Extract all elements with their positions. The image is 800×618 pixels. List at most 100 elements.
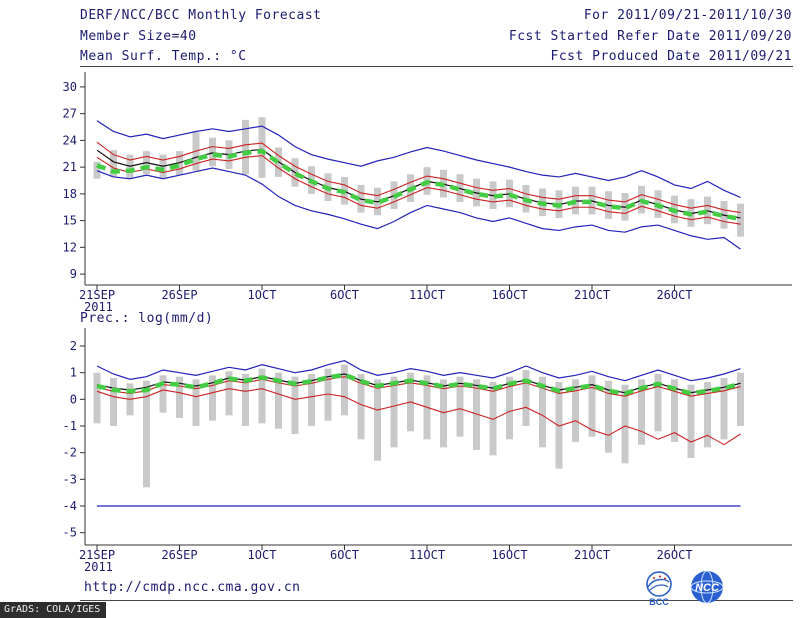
ensemble-spread-bar — [588, 375, 596, 437]
ensemble-spread-bar — [291, 376, 299, 434]
prec-panel-title: Prec.: log(mm/d) — [80, 311, 218, 326]
y-tick-label: 0 — [70, 392, 77, 406]
series-ensemble-min — [96, 167, 741, 250]
y-tick-label: -4 — [63, 499, 77, 513]
series-upper-quartile — [96, 141, 741, 214]
ensemble-spread-bar — [308, 374, 315, 426]
temp-panel-title: Mean Surf. Temp.: °C — [80, 49, 247, 64]
ensemble-spread-bar — [638, 379, 645, 445]
y-tick-label: 18 — [63, 187, 77, 201]
source-url[interactable]: http://cmdp.ncc.cma.gov.cn — [84, 580, 301, 595]
ensemble-spread-bar — [522, 370, 530, 426]
ensemble-spread-bar — [357, 374, 365, 440]
x-tick-label: 6OCT — [330, 548, 359, 562]
bcc-logo-swirl2 — [649, 584, 669, 591]
ncc-logo-globe — [691, 571, 723, 603]
ensemble-spread-bar — [324, 368, 332, 421]
ensemble-spread-bar — [242, 374, 249, 426]
ensemble-spread-bar — [737, 372, 744, 426]
ensemble-spread-bar — [143, 380, 150, 488]
ensemble-spread-bar — [473, 379, 480, 450]
bcc-logo-star — [659, 575, 661, 578]
ensemble-spread-bar — [225, 371, 233, 416]
ensemble-spread-bar — [621, 384, 629, 464]
y-tick-label: 24 — [63, 133, 77, 147]
ncc-logo-latitude — [690, 580, 724, 594]
y-tick-label: 21 — [63, 160, 77, 174]
ensemble-spread-bar — [605, 380, 612, 453]
ensemble-spread-bar — [572, 379, 579, 442]
ensemble-spread-bar — [176, 376, 183, 418]
fcst-produced-date-label: Fcst Produced Date 2011/09/21 — [550, 49, 792, 64]
ensemble-spread-bar — [704, 382, 711, 448]
y-tick-label: -1 — [63, 419, 77, 433]
x-tick-label: 11OCT — [409, 548, 445, 562]
ensemble-spread-bar — [275, 372, 282, 429]
x-tick-sublabel: 2011 — [84, 300, 113, 314]
ncc-logo-text: NCC — [695, 582, 720, 594]
series-ensemble-max — [96, 360, 741, 382]
ncc-logo: NCC — [684, 567, 730, 613]
y-tick-label: 30 — [63, 80, 77, 94]
ensemble-spread-bar — [539, 376, 546, 448]
ensemble-spread-bar — [209, 375, 216, 421]
series-ensemble-max — [96, 120, 741, 198]
ensemble-spread-bar — [374, 379, 381, 461]
bcc-logo-swirl — [647, 578, 670, 588]
ensemble-spread-bar — [258, 117, 266, 178]
page-title: DERF/NCC/BCC Monthly Forecast — [80, 8, 322, 23]
y-tick-label: 9 — [70, 267, 77, 281]
ensemble-spread-bar — [258, 368, 266, 424]
bcc-logo-star — [653, 577, 655, 579]
member-size-label: Member Size=40 — [80, 29, 197, 44]
ensemble-spread-bar — [110, 378, 117, 426]
x-tick-label: 16OCT — [491, 548, 527, 562]
ensemble-spread-bar — [671, 379, 678, 442]
y-tick-label: 2 — [70, 339, 77, 353]
x-tick-label: 21SEP — [79, 288, 115, 302]
ensemble-spread-bar — [209, 137, 216, 167]
x-tick-label: 21SEP — [79, 548, 115, 562]
ensemble-spread-bar — [555, 382, 563, 469]
ensemble-spread-bar — [456, 376, 464, 437]
series-ensemble-mean — [96, 148, 741, 222]
series-lower-quartile — [96, 154, 741, 225]
ensemble-spread-bar — [654, 374, 662, 432]
header-divider — [80, 66, 793, 67]
y-tick-label: 1 — [70, 366, 77, 380]
bcc-logo-circle — [646, 571, 672, 597]
ensemble-spread-bar — [242, 119, 249, 175]
ensemble-spread-bar — [110, 150, 117, 177]
ensemble-spread-bar — [687, 384, 695, 458]
y-tick-label: -5 — [63, 526, 77, 540]
y-tick-label: 12 — [63, 240, 77, 254]
footer-divider — [80, 600, 793, 601]
ensemble-spread-bar — [506, 376, 513, 440]
x-tick-label: 21OCT — [574, 548, 610, 562]
ensemble-spread-bar — [390, 376, 398, 448]
ensemble-spread-bar — [440, 379, 447, 448]
fcst-start-date-label: Fcst Started Refer Date 2011/09/20 — [508, 29, 792, 44]
x-tick-label: 1OCT — [248, 288, 277, 302]
x-tick-label: 6OCT — [330, 288, 359, 302]
y-tick-label: 27 — [63, 107, 77, 121]
ensemble-spread-bar — [93, 161, 101, 179]
ncc-logo-longitude — [700, 570, 714, 604]
x-tick-label: 21OCT — [574, 288, 610, 302]
bcc-logo-text: BCC — [649, 597, 669, 607]
x-tick-label: 26OCT — [656, 548, 692, 562]
x-tick-label: 11OCT — [409, 288, 445, 302]
x-tick-label: 1OCT — [248, 548, 277, 562]
ensemble-spread-bar — [341, 364, 348, 416]
x-tick-label: 16OCT — [491, 288, 527, 302]
ensemble-spread-bar — [93, 372, 101, 424]
bcc-logo: BCC — [638, 570, 680, 612]
forecast-range-label: For 2011/09/21-2011/10/30 — [583, 8, 792, 23]
ensemble-spread-bar — [737, 203, 744, 237]
ensemble-spread-bar — [192, 379, 200, 426]
ensemble-spread-bar — [720, 378, 728, 440]
y-tick-label: 15 — [63, 214, 77, 228]
x-tick-label: 26OCT — [656, 288, 692, 302]
